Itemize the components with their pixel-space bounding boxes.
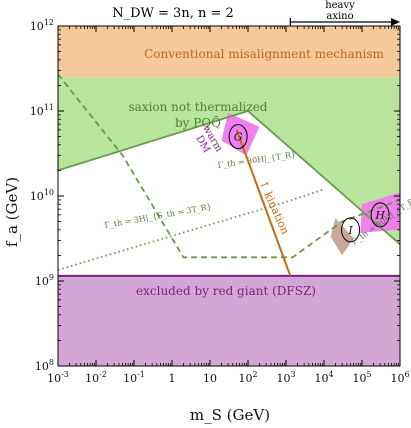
benchmark-g-label: G	[234, 131, 243, 144]
x-tick-label: 106	[390, 370, 409, 385]
misalignment-label: Conventional misalignment mechanism	[144, 47, 384, 61]
y-tick-label: 108	[35, 358, 54, 373]
heavy-label: heavy	[325, 0, 355, 11]
x-tick-label: 10-3	[47, 370, 69, 385]
warm-dm-region	[221, 112, 260, 156]
y-tick-label: 1010	[30, 188, 54, 203]
not-thermalized-label-2: by PQQ̄	[175, 115, 221, 130]
kination-line-curve	[235, 129, 292, 277]
benchmark-g-ellipse	[228, 124, 248, 150]
red-giant-region	[58, 275, 400, 366]
y-tick-label: 1011	[30, 103, 54, 118]
chart-title: N_DW = 3n, n = 2	[112, 6, 234, 21]
y-tick-label: 109	[35, 273, 54, 288]
x-tick-label: 10-2	[85, 370, 107, 385]
benchmark-h-ellipse	[370, 202, 390, 228]
x-tick-label: 10-1	[123, 370, 145, 385]
benchmarks-layer: G H I	[228, 124, 390, 243]
x-tick-label: 104	[314, 370, 333, 385]
not-thermalized-label-1: saxion not thermalized	[129, 100, 268, 114]
regions-layer	[58, 26, 400, 366]
x-tick-label: 102	[238, 370, 257, 385]
x-tick-label: 103	[276, 370, 295, 385]
x-tick-label: 10	[203, 372, 217, 385]
red-giant-label: excluded by red giant (DFSZ)	[136, 284, 316, 298]
green-solid-curve	[57, 109, 401, 245]
kination-label: ↑ kination	[256, 178, 292, 236]
x-tick-label: 105	[352, 370, 371, 385]
axino-label: axino	[326, 11, 353, 22]
not-thermalized-region	[58, 77, 400, 245]
plot-frame	[57, 25, 401, 367]
benchmark-i-ellipse	[341, 217, 361, 243]
heavy-axino-arrowhead	[391, 18, 400, 26]
y-axis-title: f_a (GeV)	[3, 177, 21, 247]
gamma-th-upper-label: Γ_th = 30H|_{T_R}	[217, 150, 297, 170]
benchmark-i-label: I	[347, 224, 353, 237]
x-axis-title: m_S (GeV)	[190, 406, 270, 424]
pink-region-h	[360, 192, 400, 233]
gray-region	[330, 218, 354, 256]
benchmark-h-label: H	[374, 209, 385, 222]
x-tick-label: 1	[169, 372, 176, 385]
gamma-th-dashed-label: Γ_th = 3H|_{S_th = 3T_R}	[104, 202, 213, 230]
ticks-layer: 10-3 10-2 10-1 1 10 102 103 104 105 106 108 109 1010…	[30, 18, 410, 385]
misalignment-region	[58, 26, 400, 78]
y-tick-label: 1012	[30, 18, 54, 33]
